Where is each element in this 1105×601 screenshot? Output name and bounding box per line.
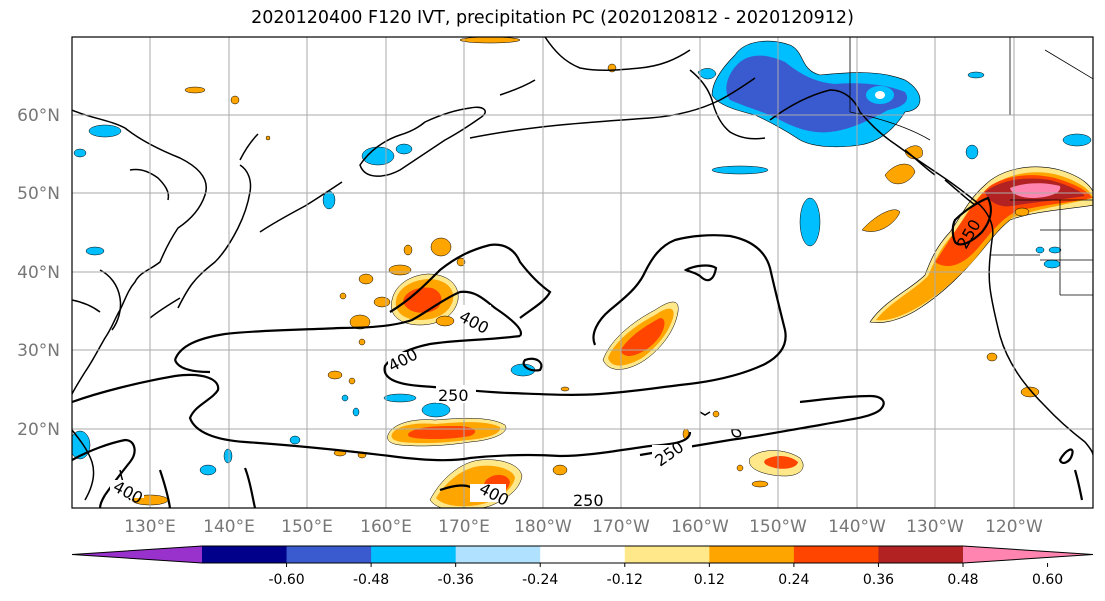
contour-label: 250 [438,386,469,405]
lat-label: 30°N [17,341,60,361]
lon-label: 150°W [749,517,807,537]
lon-label: 160°E [360,517,412,537]
colorbar-extend-min [72,546,202,563]
lon-label: 170°E [438,517,490,537]
colorbar-segment [540,546,626,563]
ivt-contour-400-main [173,290,523,361]
precip-negative-small [72,71,1092,476]
lon-label: 130°W [906,517,964,537]
colorbar-label: 0.60 [1032,572,1063,588]
lon-label: 120°W [985,517,1043,537]
lon-label: 150°E [281,517,333,537]
colorbar-extend-max [963,546,1093,563]
lon-label: 140°E [203,517,255,537]
lon-label: 130°E [124,517,176,537]
gridlines [72,37,1093,508]
colorbar-segment [371,546,457,563]
colorbar-outline [71,545,1094,564]
colorbar-label: -0.36 [438,572,474,588]
map-title: 2020120400 F120 IVT, precipitation PC (2… [251,8,854,28]
colorbar-segment [455,546,541,563]
colorbar-label: 0.36 [863,572,894,588]
colorbar-segment [202,546,288,563]
colorbar-label: -0.24 [522,572,558,588]
colorbar-label: 0.48 [947,572,978,588]
lat-label: 20°N [17,420,60,440]
colorbar-label: 0.24 [778,572,809,588]
colorbar-label: -0.48 [353,572,389,588]
lat-label: 50°N [17,184,60,204]
colorbar-segment [286,546,372,563]
colorbar-label: 0.12 [694,572,725,588]
contour-label: 250 [573,491,604,510]
lon-label: 170°W [592,517,650,537]
lon-label: 140°W [828,517,886,537]
colorbar-segment [878,546,964,563]
lat-label: 40°N [17,263,60,283]
ivt-contour-250-main [72,373,692,462]
map-content: 400 400 250 250 400 400 250 250 [72,37,1093,510]
lon-label: 160°W [671,517,729,537]
map-frame [71,36,1094,509]
longitude-labels: 130°E 140°E 150°E 160°E 170°E 180°W 170°… [124,517,1043,537]
colorbar: -0.60 -0.48 -0.36 -0.24 -0.12 0.12 0.24 0.36 0.4… [71,545,1094,588]
ivt-contour-250-east [639,394,885,457]
colorbar-segment [709,546,795,563]
colorbar-segment [793,546,879,563]
colorbar-segment [624,546,710,563]
lat-label: 60°N [17,106,60,126]
colorbar-label: -0.12 [607,572,643,588]
latitude-labels: 60°N 50°N 40°N 30°N 20°N [17,106,60,440]
coastlines [72,37,1093,501]
colorbar-label: -0.60 [268,572,304,588]
lon-label: 180°W [514,517,572,537]
